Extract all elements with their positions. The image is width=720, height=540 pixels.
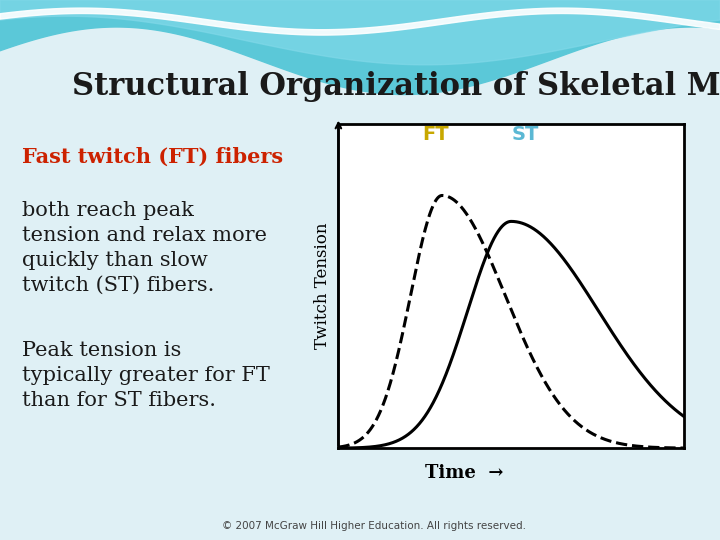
FT xyxy=(487,258,495,265)
FT xyxy=(610,439,618,446)
Line: FT: FT xyxy=(338,195,684,448)
FT xyxy=(572,419,580,426)
Text: Fast twitch (FT) fibers: Fast twitch (FT) fibers xyxy=(22,147,283,167)
Text: Time  →: Time → xyxy=(425,464,504,482)
ST xyxy=(369,443,378,450)
Text: FT: FT xyxy=(422,125,449,144)
Text: Structural Organization of Skeletal Muscle: Structural Organization of Skeletal Musc… xyxy=(72,71,720,102)
FT xyxy=(604,437,613,444)
Text: Peak tension is
typically greater for FT
than for ST fibers.: Peak tension is typically greater for FT… xyxy=(22,341,269,410)
FT xyxy=(474,231,483,238)
ST xyxy=(486,242,495,248)
ST xyxy=(474,275,482,281)
FT xyxy=(369,421,378,428)
Text: © 2007 McGraw Hill Higher Education. All rights reserved.: © 2007 McGraw Hill Higher Education. All… xyxy=(222,521,526,531)
ST xyxy=(334,445,343,451)
FT xyxy=(438,192,446,199)
ST xyxy=(680,413,688,420)
FT xyxy=(680,445,688,451)
ST xyxy=(604,323,613,329)
ST xyxy=(572,273,580,280)
ST xyxy=(507,218,516,225)
Text: both reach peak
tension and relax more
quickly than slow
twitch (ST) fibers.: both reach peak tension and relax more q… xyxy=(22,201,266,295)
FT xyxy=(334,444,343,450)
ST xyxy=(610,333,618,339)
Y-axis label: Twitch Tension: Twitch Tension xyxy=(315,223,331,349)
Line: ST: ST xyxy=(338,221,684,448)
Text: ST: ST xyxy=(511,125,539,144)
